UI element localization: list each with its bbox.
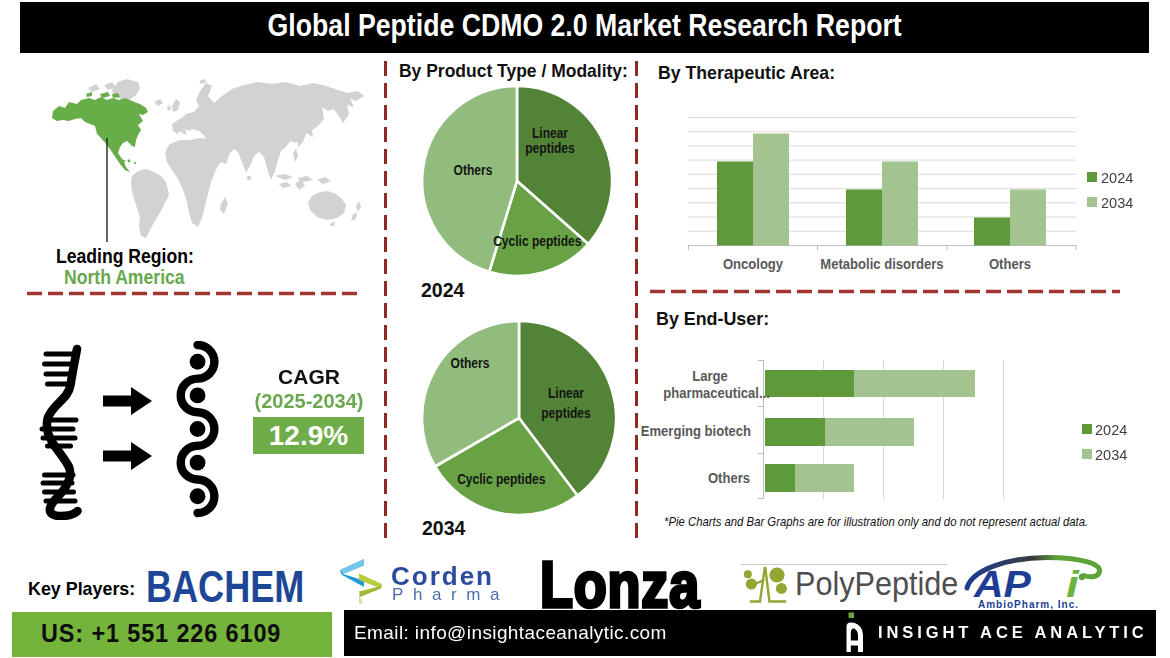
svg-text:AmbioPharm, Inc.: AmbioPharm, Inc. [978, 599, 1079, 610]
